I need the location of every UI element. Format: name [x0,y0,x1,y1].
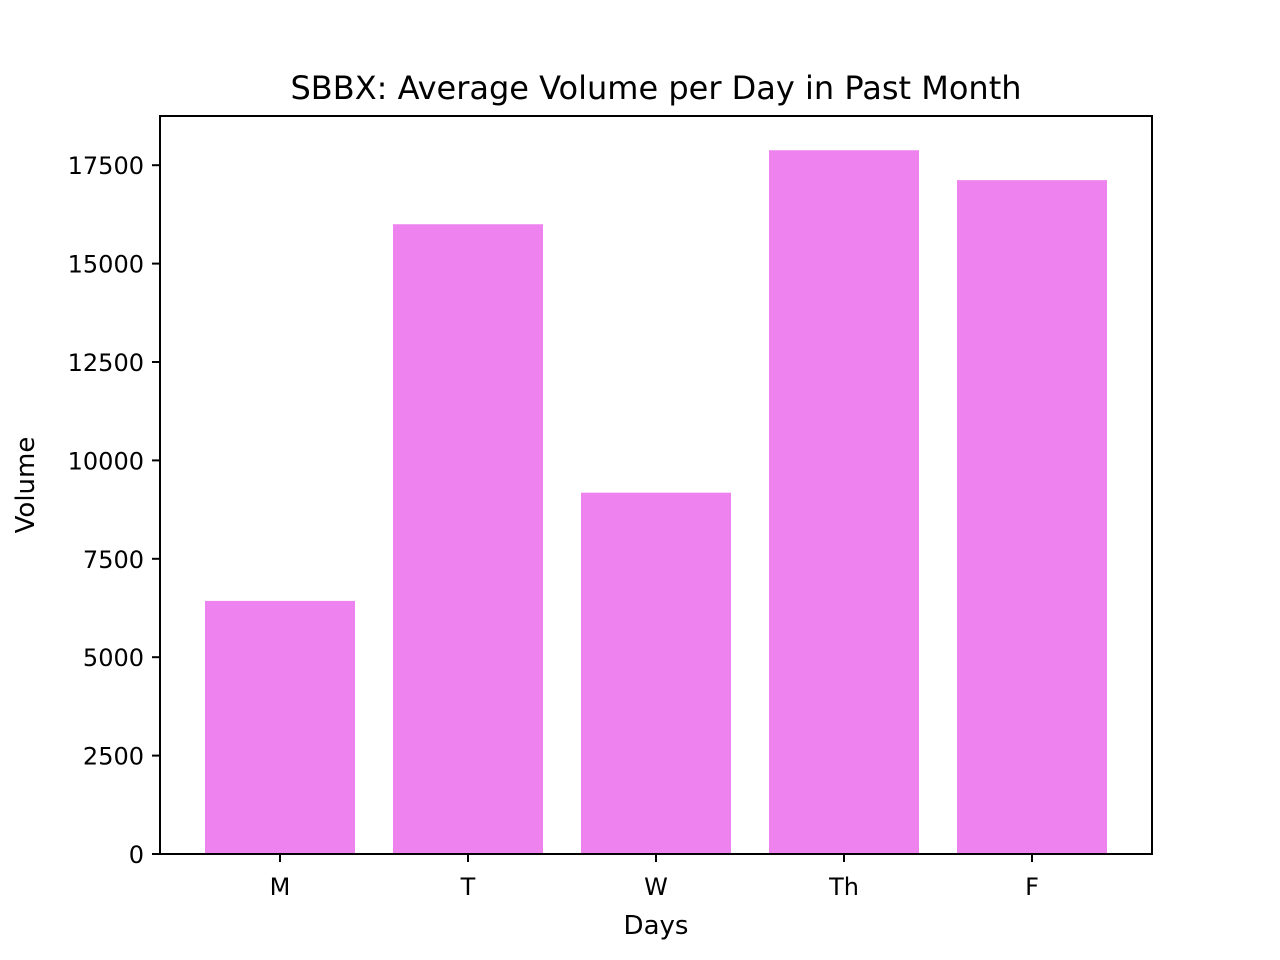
bar-w [581,492,731,854]
x-axis-label: Days [624,911,689,941]
x-axis-ticks: M T W Th F [270,854,1039,901]
y-tick-label: 5000 [83,644,144,672]
y-axis-label: Volume [11,437,41,534]
x-tick-label: F [1025,873,1039,901]
bar-f [957,180,1107,854]
chart-title: SBBX: Average Volume per Day in Past Mon… [290,69,1021,107]
x-tick-label: M [270,873,291,901]
x-tick-label: Th [828,873,859,901]
y-tick-label: 12500 [68,349,144,377]
y-axis-ticks: 0 2500 5000 7500 10000 12500 15000 17500 [68,152,160,869]
y-tick-label: 0 [129,841,144,869]
bar-t [393,224,543,855]
y-tick-label: 2500 [83,743,144,771]
y-tick-label: 15000 [68,251,144,279]
bar-m [205,600,355,854]
bar-th [769,150,919,855]
y-tick-label: 17500 [68,152,144,180]
y-tick-label: 7500 [83,546,144,574]
bars-group [205,150,1107,855]
plot-area-frame [159,115,1153,855]
x-tick-label: T [460,873,476,901]
y-tick-label: 10000 [68,447,144,475]
x-tick-label: W [644,873,668,901]
